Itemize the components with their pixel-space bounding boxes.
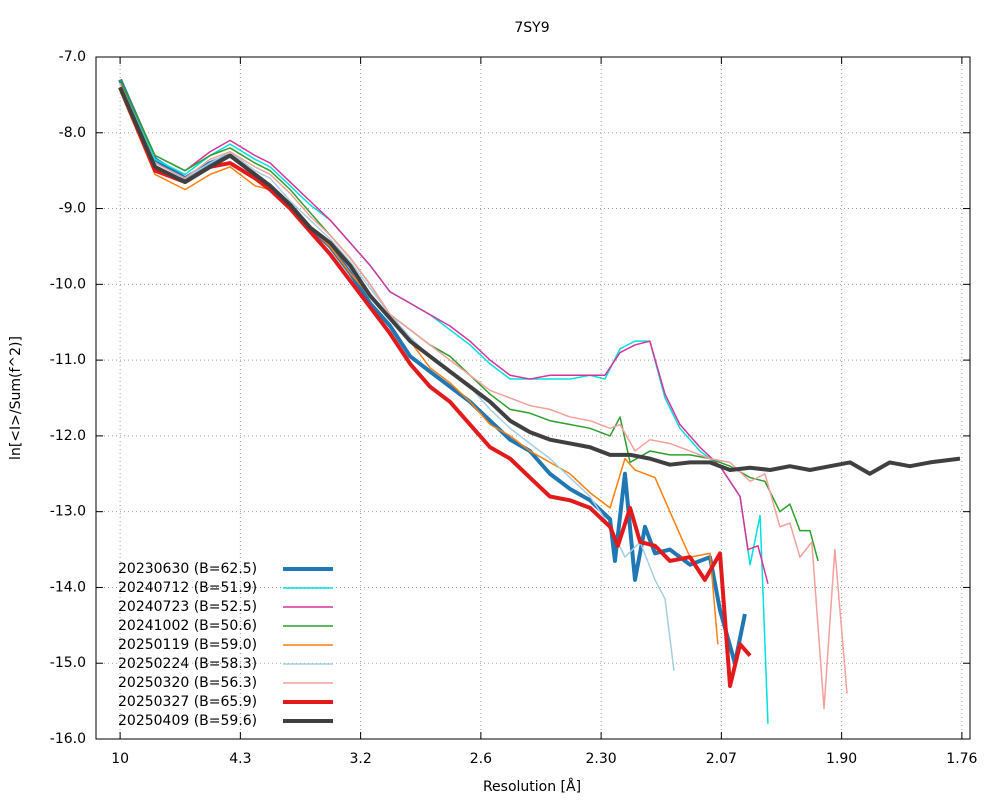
legend-label: 20250224 (B=58.3): [118, 656, 257, 672]
x-tick-label: 1.90: [826, 751, 857, 767]
legend-label: 20250327 (B=65.9): [118, 694, 257, 710]
plot-border: [95, 56, 971, 740]
series-line: [119, 79, 769, 584]
y-tick-label: -15.0: [50, 655, 86, 671]
legend-label: 20250320 (B=56.3): [118, 675, 257, 691]
series-line: [119, 79, 769, 724]
legend-label: 20240723 (B=52.5): [118, 599, 257, 615]
legend-label: 20230630 (B=62.5): [118, 561, 257, 577]
y-tick-label: -13.0: [50, 504, 86, 520]
chart-title: 7SY9: [514, 20, 549, 36]
x-tick-label: 1.76: [946, 751, 977, 767]
y-tick-label: -7.0: [59, 49, 86, 65]
legend-label: 20241002 (B=50.6): [118, 618, 257, 634]
series-line: [119, 79, 819, 562]
y-axis-label: ln[<I>/Sum(f^2)]: [8, 336, 24, 460]
series-line: [119, 90, 719, 645]
x-tick-label: 2.30: [586, 751, 617, 767]
series-line: [118, 86, 752, 688]
x-tick-label: 2.07: [706, 751, 737, 767]
series-line: [119, 83, 848, 710]
y-tick-label: -14.0: [50, 579, 86, 595]
x-axis-label: Resolution [Å]: [483, 778, 581, 795]
x-tick-label: 2.6: [470, 751, 492, 767]
series-line: [118, 86, 961, 476]
y-tick-label: -10.0: [50, 276, 86, 292]
x-tick-label: 10: [111, 751, 129, 767]
x-tick-label: 4.3: [229, 751, 251, 767]
y-tick-label: -16.0: [50, 731, 86, 747]
y-tick-label: -11.0: [50, 352, 86, 368]
legend-label: 20250119 (B=59.0): [118, 637, 257, 653]
y-tick-label: -8.0: [59, 125, 86, 141]
x-tick-label: 3.2: [349, 751, 371, 767]
legend-label: 20240712 (B=51.9): [118, 580, 257, 596]
legend-label: 20250409 (B=59.6): [118, 713, 257, 729]
grid: [96, 56, 970, 740]
axes: -16.0 -15.0 -14.0 -13.0 -12.0 -11.0 -10.0 -9.0 -…: [50, 49, 978, 767]
y-tick-label: -9.0: [59, 201, 86, 217]
legend: 20230630 (B=62.5) 20240712 (B=51.9) 202407…: [118, 561, 333, 729]
plot-lines: [118, 78, 961, 724]
y-tick-label: -12.0: [50, 428, 86, 444]
